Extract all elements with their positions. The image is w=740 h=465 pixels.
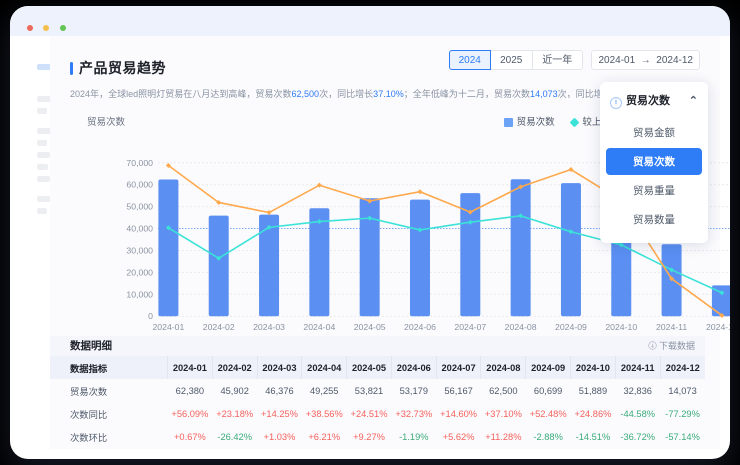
svg-text:2024-07: 2024-07 <box>454 322 486 332</box>
svg-text:2024-10: 2024-10 <box>605 322 637 332</box>
svg-text:2024-06: 2024-06 <box>404 322 436 332</box>
svg-text:2024-12: 2024-12 <box>706 322 730 332</box>
svg-text:40,000: 40,000 <box>126 224 153 234</box>
svg-text:2024-04: 2024-04 <box>303 322 335 332</box>
svg-text:70,000: 70,000 <box>126 158 153 168</box>
svg-text:30,000: 30,000 <box>126 245 153 255</box>
svg-text:20,000: 20,000 <box>126 267 153 277</box>
svg-text:10,000: 10,000 <box>126 289 153 299</box>
svg-text:2024-08: 2024-08 <box>505 322 537 332</box>
svg-text:2024-09: 2024-09 <box>555 322 587 332</box>
svg-text:2024-03: 2024-03 <box>253 322 285 332</box>
svg-text:2024-02: 2024-02 <box>203 322 235 332</box>
svg-text:50,000: 50,000 <box>126 202 153 212</box>
svg-text:2024-01: 2024-01 <box>152 322 184 332</box>
svg-text:0: 0 <box>148 311 153 321</box>
svg-text:2024-05: 2024-05 <box>354 322 386 332</box>
svg-text:2024-11: 2024-11 <box>656 322 687 332</box>
svg-text:60,000: 60,000 <box>126 180 153 190</box>
